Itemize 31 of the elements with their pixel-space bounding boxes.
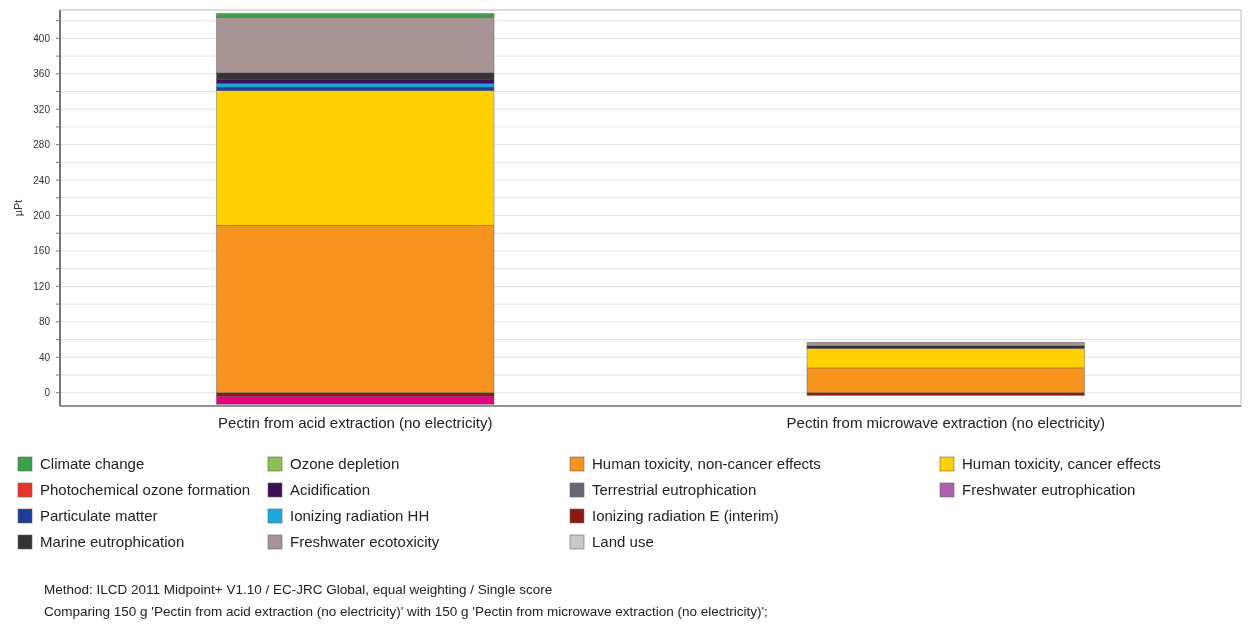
x-tick-label: Pectin from microwave extraction (no electricity) [786, 414, 1105, 431]
legend-label: Ionizing radiation E (interim) [592, 507, 779, 525]
y-tick-label: 360 [33, 68, 51, 80]
y-tick-label: 200 [33, 210, 51, 222]
y-tick-label: 40 [38, 351, 51, 363]
y-tick-label: 280 [33, 139, 51, 151]
legend-label: Particulate matter [40, 507, 158, 525]
legend-label: Ozone depletion [290, 455, 400, 473]
y-axis-title: µPt [12, 199, 24, 217]
y-tick-label: 240 [33, 174, 51, 186]
y-tick-label: 120 [33, 280, 51, 292]
y-tick-label: 160 [33, 245, 51, 257]
legend-label: Climate change [40, 455, 145, 473]
y-tick-label: 400 [33, 32, 51, 44]
y-tick-label: 320 [33, 103, 51, 115]
bar [216, 396, 495, 405]
legend-label: Freshwater eutrophication [962, 481, 1136, 499]
legend-label: Terrestrial eutrophication [592, 481, 757, 499]
legend-label: Human toxicity, non-cancer effects [592, 455, 821, 473]
legend-label: Marine eutrophication [40, 533, 185, 551]
legend-label: Acidification [290, 481, 371, 499]
legend-label: Photochemical ozone formation [40, 481, 251, 499]
y-tick-label: 80 [38, 316, 51, 328]
x-tick-label: Pectin from acid extraction (no electricity) [218, 414, 493, 431]
legend-label: Land use [592, 533, 654, 551]
legend-label: Human toxicity, cancer effects [962, 455, 1161, 473]
y-tick-label: 0 [44, 387, 51, 399]
text: Method: ILCD 2011 Midpoint+ V1.10 / EC-JRC Global, equal weighting / Single score [44, 582, 553, 597]
text: Comparing 150 g 'Pectin from acid extraction (no electricity)' with 150 g 'Pectin from microwave extraction (no electricity)'; [44, 604, 768, 619]
legend-label: Ionizing radiation HH [290, 507, 430, 525]
legend-label: Freshwater ecotoxicity [290, 533, 440, 551]
